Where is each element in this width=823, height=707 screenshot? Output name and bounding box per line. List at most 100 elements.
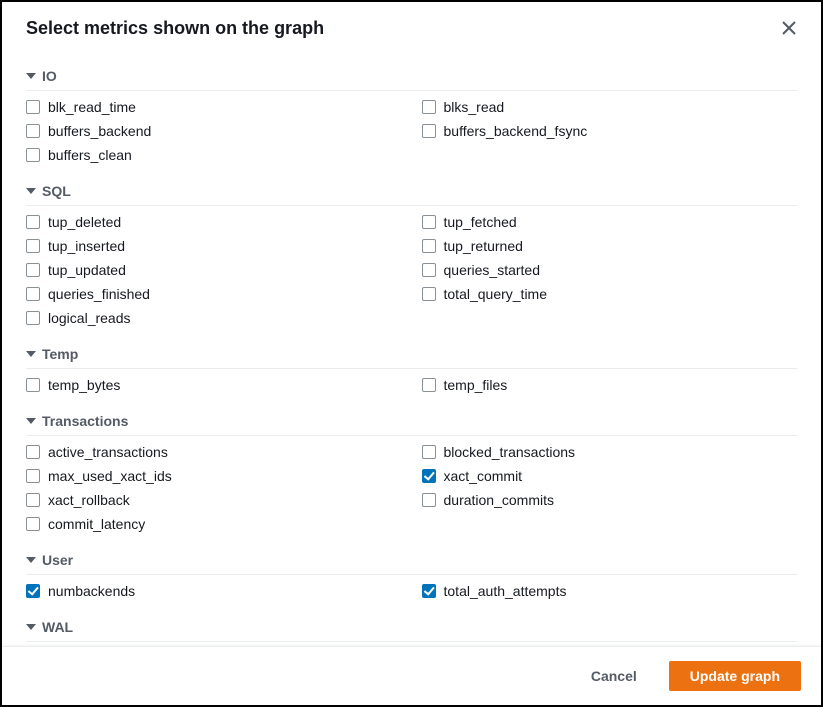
metric-label: tup_returned xyxy=(444,236,523,256)
metric-label: tup_fetched xyxy=(444,212,517,232)
metric-buffers_backend_fsync[interactable]: buffers_backend_fsync xyxy=(422,121,798,141)
checkbox[interactable] xyxy=(26,239,40,253)
section-transactions: Transactions active_transactions blocked_t… xyxy=(26,407,797,538)
section-header-io[interactable]: IO xyxy=(26,62,797,88)
section-title: Transactions xyxy=(42,413,128,429)
metric-label: temp_bytes xyxy=(48,375,120,395)
metric-label: tup_inserted xyxy=(48,236,125,256)
metric-tup_returned[interactable]: tup_returned xyxy=(422,236,798,256)
section-header-transactions[interactable]: Transactions xyxy=(26,407,797,433)
metric-queries_finished[interactable]: queries_finished xyxy=(26,284,402,304)
checkbox[interactable] xyxy=(422,445,436,459)
metric-tup_inserted[interactable]: tup_inserted xyxy=(26,236,402,256)
divider xyxy=(26,368,797,369)
metric-label: buffers_clean xyxy=(48,145,132,165)
metric-xact_rollback[interactable]: xact_rollback xyxy=(26,490,402,510)
section-io: IOblk_read_timeblks_readbuffers_backendb… xyxy=(26,62,797,169)
modal-body[interactable]: IOblk_read_timeblks_readbuffers_backendb… xyxy=(2,54,821,646)
checkbox[interactable] xyxy=(26,445,40,459)
checkbox[interactable] xyxy=(422,263,436,277)
metric-blk_read_time[interactable]: blk_read_time xyxy=(26,97,402,117)
metric-commit_latency[interactable]: commit_latency xyxy=(26,514,402,534)
checkbox[interactable] xyxy=(26,215,40,229)
modal-header: Select metrics shown on the graph xyxy=(2,2,821,54)
checkbox[interactable] xyxy=(422,378,436,392)
checkbox[interactable] xyxy=(26,469,40,483)
divider xyxy=(26,435,797,436)
checkbox[interactable] xyxy=(422,124,436,138)
metric-tup_fetched[interactable]: tup_fetched xyxy=(422,212,798,232)
caret-down-icon xyxy=(26,351,36,357)
checkbox[interactable] xyxy=(422,239,436,253)
caret-down-icon xyxy=(26,73,36,79)
checkbox[interactable] xyxy=(26,493,40,507)
metric-label: numbackends xyxy=(48,581,135,601)
checkbox[interactable] xyxy=(26,378,40,392)
metric-buffers_clean[interactable]: buffers_clean xyxy=(26,145,402,165)
metric-duration_commits[interactable]: duration_commits xyxy=(422,490,798,510)
metric-numbackends[interactable]: numbackends xyxy=(26,581,402,601)
checkbox[interactable] xyxy=(422,584,436,598)
section-header-temp[interactable]: Temp xyxy=(26,340,797,366)
metric-label: xact_rollback xyxy=(48,490,130,510)
divider xyxy=(26,205,797,206)
metric-label: xact_commit xyxy=(444,466,523,486)
metric-queries_started[interactable]: queries_started xyxy=(422,260,798,280)
metric-logical_reads[interactable]: logical_reads xyxy=(26,308,402,328)
checkbox[interactable] xyxy=(26,287,40,301)
metric-tup_deleted[interactable]: tup_deleted xyxy=(26,212,402,232)
metric-temp_bytes[interactable]: temp_bytes xyxy=(26,375,402,395)
metric-label: commit_latency xyxy=(48,514,145,534)
checkbox[interactable] xyxy=(422,287,436,301)
metric-grid: numbackends total_auth_attempts xyxy=(26,581,797,605)
caret-down-icon xyxy=(26,557,36,563)
metric-grid: temp_bytes temp_files xyxy=(26,375,797,399)
checkbox[interactable] xyxy=(422,100,436,114)
metric-label: blocked_transactions xyxy=(444,442,576,462)
checkbox[interactable] xyxy=(422,493,436,507)
metric-label: temp_files xyxy=(444,375,508,395)
metric-blocked_transactions[interactable]: blocked_transactions xyxy=(422,442,798,462)
section-header-sql[interactable]: SQL xyxy=(26,177,797,203)
metric-blks_read[interactable]: blks_read xyxy=(422,97,798,117)
checkbox[interactable] xyxy=(26,100,40,114)
checkbox[interactable] xyxy=(26,148,40,162)
metric-label: queries_finished xyxy=(48,284,150,304)
checkbox[interactable] xyxy=(26,584,40,598)
divider xyxy=(26,90,797,91)
section-title: WAL xyxy=(42,619,73,635)
metric-label: queries_started xyxy=(444,260,541,280)
checkbox[interactable] xyxy=(26,263,40,277)
section-title: Temp xyxy=(42,346,78,362)
section-title: IO xyxy=(42,68,57,84)
metric-temp_files[interactable]: temp_files xyxy=(422,375,798,395)
metric-label: blks_read xyxy=(444,97,505,117)
checkbox[interactable] xyxy=(26,311,40,325)
metric-label: max_used_xact_ids xyxy=(48,466,172,486)
close-button[interactable] xyxy=(777,16,801,40)
checkbox[interactable] xyxy=(422,469,436,483)
section-header-wal[interactable]: WAL xyxy=(26,613,797,639)
section-user: User numbackends total_auth_attempts xyxy=(26,546,797,605)
metric-total_query_time[interactable]: total_query_time xyxy=(422,284,798,304)
metric-buffers_backend[interactable]: buffers_backend xyxy=(26,121,402,141)
checkbox[interactable] xyxy=(26,124,40,138)
metric-active_transactions[interactable]: active_transactions xyxy=(26,442,402,462)
metric-label: buffers_backend xyxy=(48,121,151,141)
metric-total_auth_attempts[interactable]: total_auth_attempts xyxy=(422,581,798,601)
checkbox[interactable] xyxy=(422,215,436,229)
metric-label: tup_deleted xyxy=(48,212,121,232)
metric-max_used_xact_ids[interactable]: max_used_xact_ids xyxy=(26,466,402,486)
metric-tup_updated[interactable]: tup_updated xyxy=(26,260,402,280)
metric-label: buffers_backend_fsync xyxy=(444,121,588,141)
caret-down-icon xyxy=(26,188,36,194)
update-graph-button[interactable]: Update graph xyxy=(669,661,801,691)
checkbox[interactable] xyxy=(26,517,40,531)
metric-label: duration_commits xyxy=(444,490,555,510)
section-header-user[interactable]: User xyxy=(26,546,797,572)
cancel-button[interactable]: Cancel xyxy=(571,662,657,690)
modal-footer: Cancel Update graph xyxy=(2,646,821,705)
modal-title: Select metrics shown on the graph xyxy=(26,18,324,39)
metric-xact_commit[interactable]: xact_commit xyxy=(422,466,798,486)
metric-label: total_query_time xyxy=(444,284,548,304)
